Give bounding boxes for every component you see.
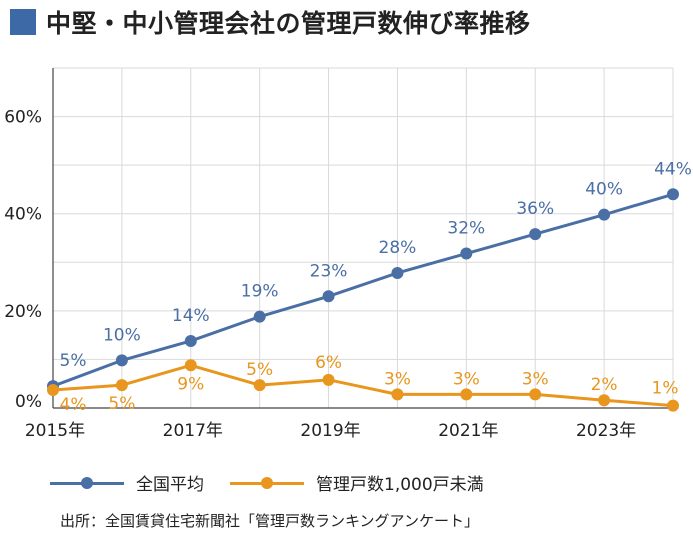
series-1-point [529,388,542,401]
y-tick-label: 40% [4,205,42,225]
series-0-data-label: 19% [241,282,279,302]
y-tick-label: 60% [4,108,42,128]
series-1-point [598,394,611,407]
series-1-data-label: 2% [591,375,618,395]
source-note: 出所：全国賃貸住宅新聞社「管理戸数ランキングアンケート」 [60,512,479,530]
series-line-0 [52,192,674,388]
series-0-point [184,334,197,347]
series-1-data-label: 3% [453,369,480,389]
series-1-data-label: 1% [652,379,679,399]
series-0-point [460,247,473,260]
series-0-data-label: 23% [310,261,348,281]
x-tick-label: 2017年 [163,421,223,441]
series-1-point [322,373,335,386]
legend-item-national-average: 全国平均 [50,470,204,495]
series-1-data-label: 6% [315,353,342,373]
series-1-point [667,399,679,412]
x-tick-label: 2023年 [576,421,636,441]
series-1-point [460,388,473,401]
series-0-data-label: 32% [447,219,485,239]
chart-legend: 全国平均 管理戸数1,000戸未満 [50,470,510,495]
legend-swatch-blue [50,475,124,491]
series-0-point [322,290,335,303]
series-0-data-label: 28% [379,238,417,258]
series-0-data-label: 36% [516,199,554,219]
legend-label-national-average: 全国平均 [136,475,204,495]
chart-title-row: 中堅・中小管理会社の管理戸数伸び率推移 [10,4,531,40]
legend-swatch-orange [230,475,304,491]
legend-label-small-managers: 管理戸数1,000戸未満 [316,475,484,495]
series-0-data-label: 14% [172,306,210,326]
series-0-point [529,228,542,241]
y-tick-label: 0% [15,392,42,412]
series-0-data-label: 5% [60,351,87,371]
y-tick-label: 20% [4,302,42,322]
legend-item-small-managers: 管理戸数1,000戸未満 [230,470,484,495]
title-marker-square [10,9,36,35]
series-0-data-label: 40% [585,180,623,200]
series-1-data-label: 5% [108,394,135,414]
series-1-data-label: 5% [246,360,273,380]
series-1-data-label: 4% [60,395,87,415]
series-0-data-label: 44% [654,159,692,179]
x-tick-label: 2019年 [300,421,360,441]
series-0-point [598,208,611,221]
series-0-point [667,188,679,201]
series-1-data-label: 3% [384,369,411,389]
series-1-point [47,384,59,397]
series-line-1 [52,363,674,408]
series-1-data-label: 3% [522,369,549,389]
series-0-data-label: 10% [103,325,141,345]
series-1-data-label: 9% [177,374,204,394]
series-1-point [391,388,404,401]
series-1-point [184,359,197,372]
x-tick-label: 2021年 [438,421,498,441]
chart-title: 中堅・中小管理会社の管理戸数伸び率推移 [46,9,531,38]
series-1-point [253,379,266,392]
series-0-point [391,266,404,279]
series-1-point [115,379,128,392]
x-tick-label: 2015年 [25,421,85,441]
series-0-point [115,354,128,367]
series-0-point [253,310,266,323]
